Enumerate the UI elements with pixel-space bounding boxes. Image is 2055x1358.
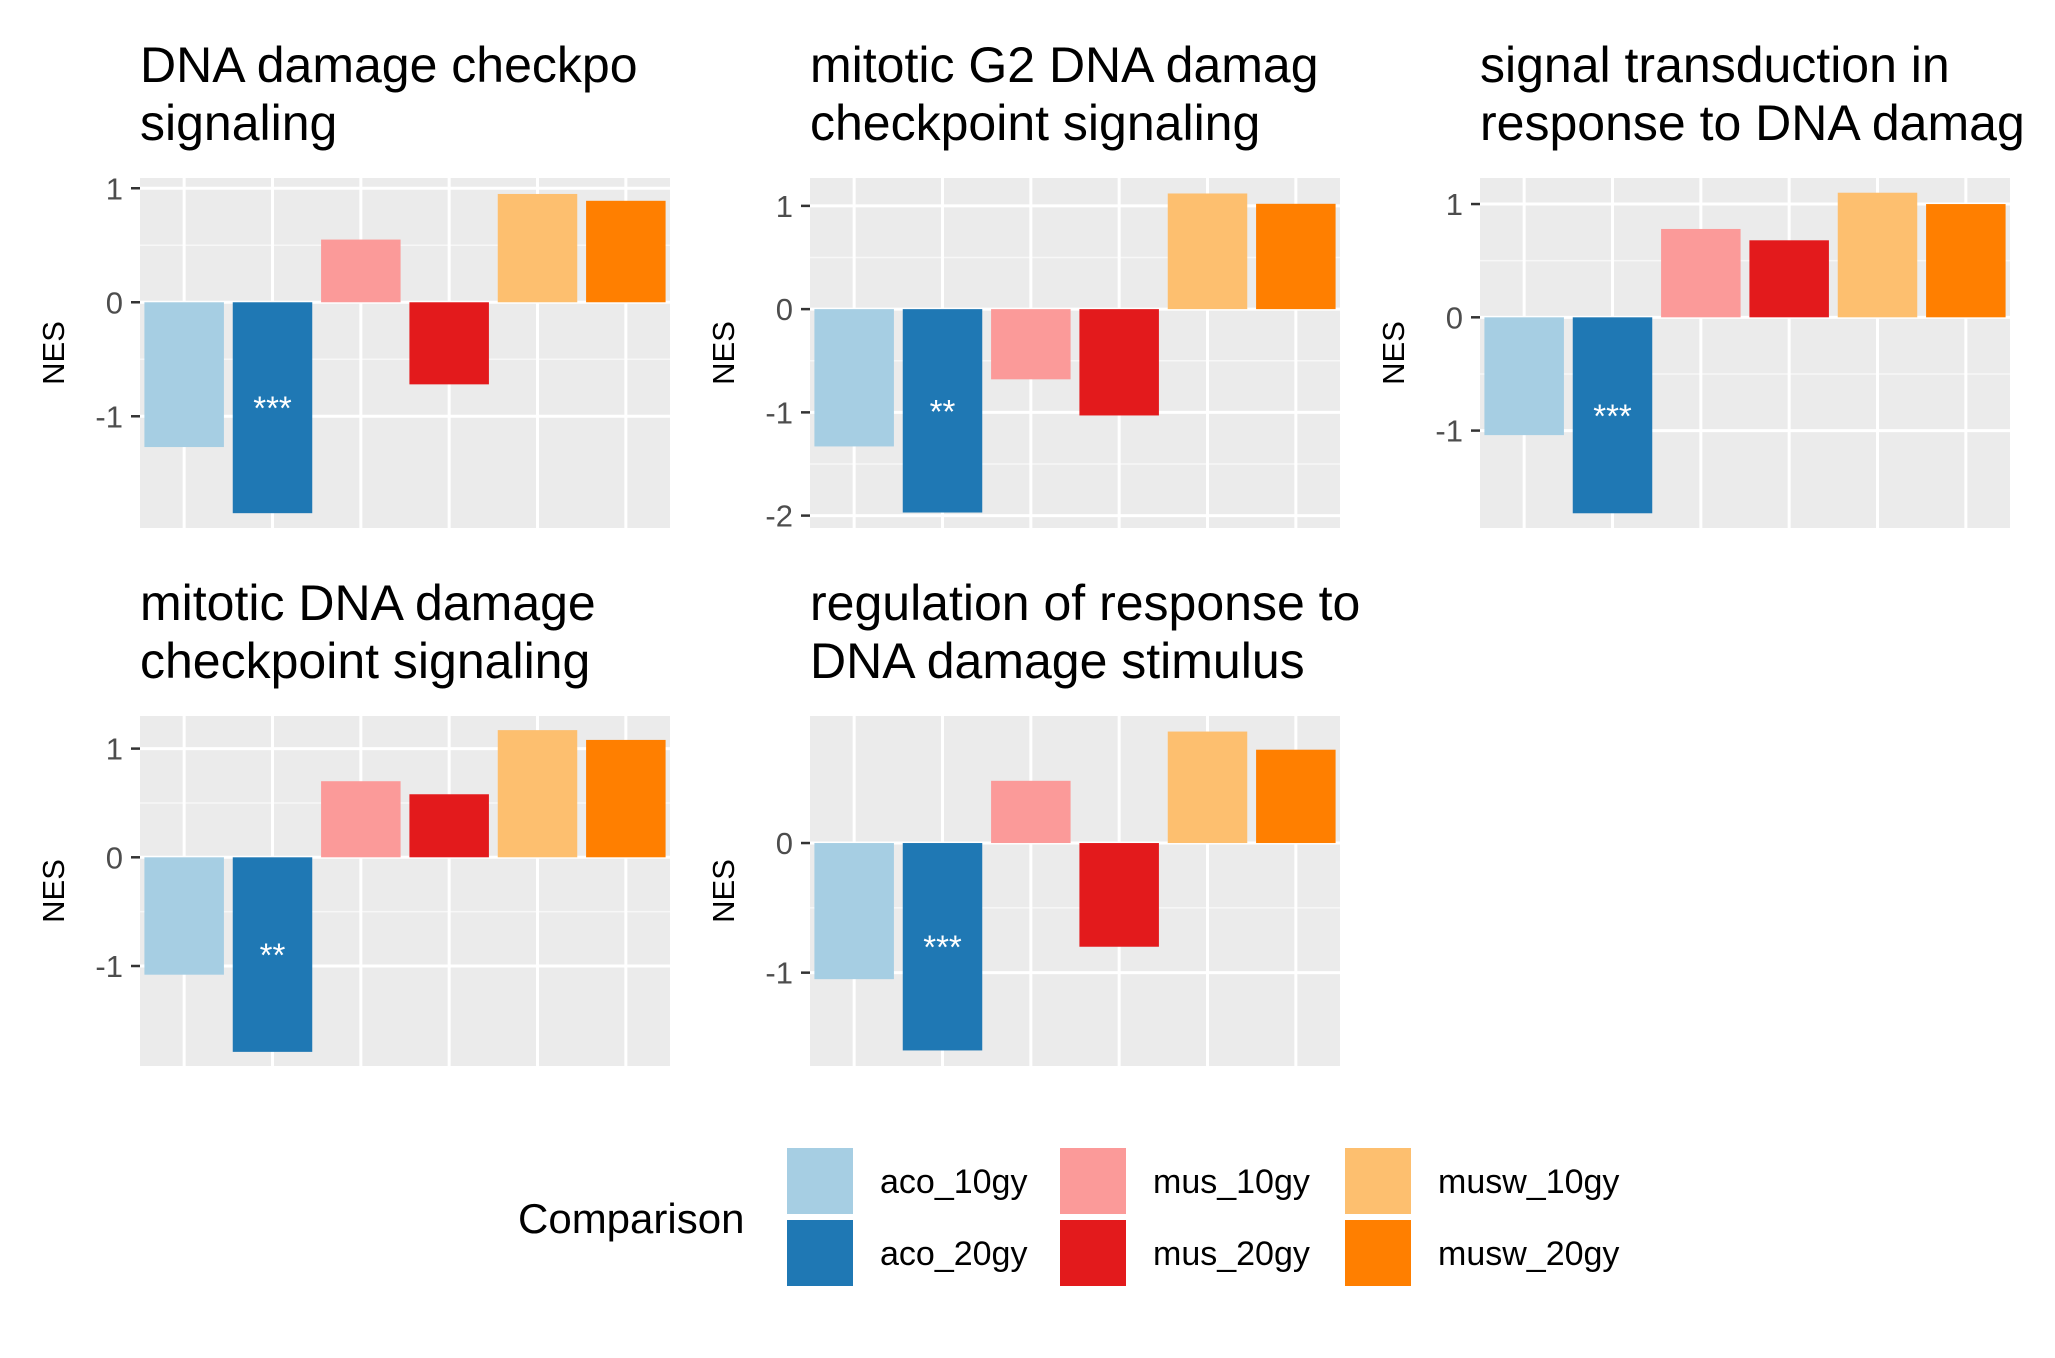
bar-musw_20gy: [586, 200, 666, 303]
legend-label-musw_20gy: musw_20gy: [1438, 1235, 1619, 1273]
y-tick-label: 1: [776, 189, 793, 224]
legend: Comparison aco_10gy aco_20gy mus_10gy mus_20…: [518, 1146, 1619, 1288]
plot-background: [1480, 178, 2010, 528]
y-tick-label: -1: [95, 399, 123, 434]
y-tick-label: 0: [1446, 300, 1463, 335]
legend-label-mus_10gy: mus_10gy: [1153, 1163, 1310, 1201]
bar-musw_10gy: [1167, 193, 1248, 310]
significance-label: **: [260, 937, 286, 974]
y-axis-label: NES: [1376, 321, 1411, 385]
y-axis-label: NES: [36, 859, 71, 923]
y-axis-label: NES: [36, 321, 71, 385]
legend-label-aco_20gy: aco_20gy: [880, 1235, 1027, 1273]
y-axis-label: NES: [706, 321, 741, 385]
y-axis-label: NES: [706, 859, 741, 923]
bar-musw_10gy: [1167, 731, 1248, 844]
panel-title-line: DNA damage stimulus: [810, 633, 1305, 689]
bar-aco_20gy: [1572, 317, 1653, 514]
y-tick-label: 0: [106, 840, 123, 875]
y-tick-label: 1: [106, 732, 123, 767]
significance-label: ***: [923, 929, 962, 966]
bar-mus_20gy: [1079, 309, 1159, 416]
plot-background: [140, 178, 670, 528]
significance-label: ***: [253, 390, 292, 427]
panel-title-line: regulation of response to: [810, 575, 1360, 631]
y-tick-label: 1: [1446, 187, 1463, 222]
legend-key-aco_10gy: [785, 1146, 855, 1216]
y-tick-label: -1: [765, 956, 793, 991]
bar-aco_20gy: [232, 302, 313, 514]
bar-mus_20gy: [409, 794, 489, 858]
y-tick-label: -1: [765, 395, 793, 430]
y-tick-label: 0: [776, 292, 793, 327]
bar-musw_20gy: [1256, 203, 1336, 310]
bar-mus_10gy: [321, 781, 401, 858]
plot-background: [810, 716, 1340, 1066]
bar-musw_20gy: [1256, 749, 1336, 844]
bar-musw_20gy: [1926, 204, 2006, 318]
legend-label-mus_20gy: mus_20gy: [1153, 1235, 1310, 1273]
panel-title-line: signal transduction in: [1480, 37, 1950, 93]
bar-mus_10gy: [991, 780, 1071, 844]
y-tick-label: -1: [1435, 414, 1463, 449]
bar-aco_20gy: [902, 843, 983, 1051]
bar-aco_20gy: [232, 857, 313, 1052]
bar-aco_10gy: [144, 302, 224, 448]
bar-mus_20gy: [1079, 843, 1159, 947]
legend-title: Comparison: [518, 1195, 744, 1242]
panel-title-line: mitotic DNA damage: [140, 575, 596, 631]
bar-mus_10gy: [1661, 228, 1741, 318]
panel-title-line: checkpoint signaling: [140, 633, 590, 689]
legend-key-mus_20gy: [1058, 1218, 1128, 1288]
legend-label-aco_10gy: aco_10gy: [880, 1163, 1027, 1201]
bar-musw_10gy: [497, 730, 578, 858]
plot-background: [140, 716, 670, 1066]
plot-background: [810, 178, 1340, 528]
legend-key-musw_20gy: [1343, 1218, 1413, 1288]
bar-musw_10gy: [497, 193, 578, 303]
y-tick-label: -1: [95, 949, 123, 984]
legend-key-mus_10gy: [1058, 1146, 1128, 1216]
bar-mus_10gy: [321, 239, 401, 303]
bar-mus_10gy: [991, 309, 1071, 380]
y-tick-label: 0: [776, 826, 793, 861]
panel-title-line: checkpoint signaling: [810, 95, 1260, 151]
panel-title-line: DNA damage checkpo: [140, 37, 638, 93]
bar-aco_10gy: [144, 857, 224, 975]
panel-title-line: signaling: [140, 95, 337, 151]
bar-aco_10gy: [814, 843, 894, 980]
bar-musw_20gy: [586, 739, 666, 858]
bar-mus_20gy: [1749, 240, 1829, 318]
y-tick-label: -2: [765, 499, 793, 534]
y-tick-label: 1: [106, 171, 123, 206]
bar-aco_20gy: [902, 309, 983, 513]
legend-key-musw_10gy: [1343, 1146, 1413, 1216]
bar-musw_10gy: [1837, 192, 1918, 318]
legend-key-aco_20gy: [785, 1218, 855, 1288]
bar-mus_20gy: [409, 302, 489, 385]
panel-title-line: mitotic G2 DNA damag: [810, 37, 1319, 93]
panel-title-line: response to DNA damag: [1480, 95, 2025, 151]
y-tick-label: 0: [106, 285, 123, 320]
significance-label: ***: [1593, 397, 1632, 434]
legend-label-musw_10gy: musw_10gy: [1438, 1163, 1619, 1201]
bar-aco_10gy: [1484, 317, 1564, 436]
bar-aco_10gy: [814, 309, 894, 447]
significance-label: **: [930, 393, 956, 430]
